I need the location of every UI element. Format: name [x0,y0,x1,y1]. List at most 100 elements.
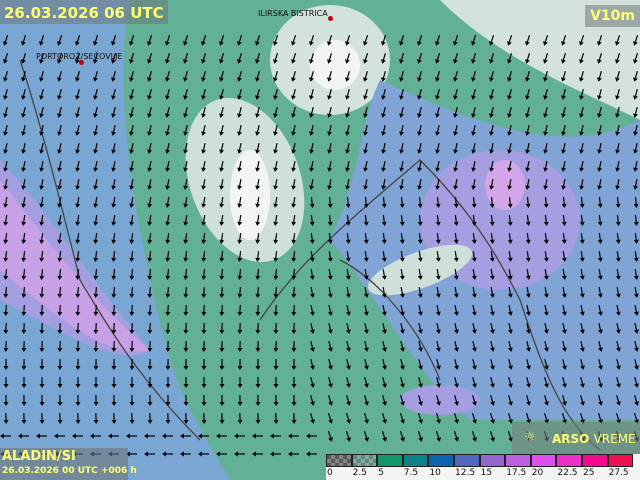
wind-arrow [75,178,81,190]
wind-arrow [633,322,639,334]
wind-arrow [345,35,351,46]
wind-arrow [382,395,387,406]
wind-arrow [255,196,261,208]
wind-arrow [21,304,27,316]
wind-arrow [309,322,315,334]
wind-arrow [111,394,117,406]
wind-arrow [363,413,369,424]
wind-arrow [57,232,63,244]
wind-arrow [237,376,243,388]
wind-arrow [21,394,27,406]
wind-arrow [21,250,27,262]
wind-arrow [237,160,243,172]
wind-arrow [75,268,81,280]
wind-arrow [345,160,351,172]
wind-arrow [75,107,80,118]
wind-arrow [417,160,423,172]
wind-arrow [615,178,621,190]
wind-arrow [165,340,171,352]
wind-arrow [381,196,387,208]
wind-arrow [147,142,153,154]
wind-arrow [183,35,189,46]
wind-arrow [544,395,549,406]
wind-arrow [273,394,279,406]
wind-arrow [579,286,585,298]
wind-arrow [615,286,621,298]
wind-arrow [507,71,512,82]
wind-arrow [237,214,243,226]
wind-arrow [255,53,261,64]
wind-arrow [201,142,207,154]
wind-arrow [39,412,45,424]
wind-arrow [508,340,513,352]
wind-arrow [489,124,494,136]
wind-arrow [291,124,296,136]
wind-arrow [39,178,45,190]
wind-arrow [57,358,63,370]
wind-arrow [57,142,63,154]
wind-arrow [507,89,512,100]
wind-arrow [147,89,152,100]
wind-arrow [543,178,549,190]
wind-arrow [21,107,26,118]
wind-arrow [597,178,603,190]
wind-arrow [183,142,189,154]
wind-arrow [111,412,117,424]
legend-tick: 25 [583,468,595,478]
wind-arrow [561,322,567,334]
wind-arrow [75,53,81,64]
wind-arrow [490,377,495,388]
wind-arrow [489,214,495,226]
wind-arrow [219,394,225,406]
wind-arrow [454,377,459,388]
wind-arrow [562,359,567,370]
wind-arrow [399,304,405,316]
wind-arrow [57,160,63,172]
wind-arrow [345,107,350,118]
wind-arrow [453,71,458,82]
wind-arrow [165,124,170,136]
wind-arrow [39,376,45,388]
wind-arrow [399,268,405,280]
wind-arrow [561,214,567,226]
wind-arrow [507,232,513,244]
wind-arrow [201,376,207,388]
wind-arrow [219,268,225,280]
wind-arrow [543,232,549,244]
wind-arrow [111,71,116,82]
wind-arrow [525,35,531,46]
wind-arrow [219,178,225,190]
wind-arrow [291,214,297,226]
wind-arrow [615,268,621,280]
city-marker [328,16,333,21]
wind-arrow [75,304,81,316]
wind-arrow [183,107,188,118]
wind-arrow [561,89,566,100]
wind-arrow [252,451,263,457]
wind-arrow [147,376,153,388]
wind-arrow [93,35,99,46]
wind-arrow [93,286,99,298]
wind-arrow [615,53,621,64]
wind-arrow [471,124,476,136]
wind-arrow [165,322,171,334]
wind-arrow [219,71,224,82]
wind-arrow [111,89,116,100]
wind-arrow [165,196,171,208]
wind-arrow [345,268,351,280]
wind-arrow [291,250,297,262]
wind-arrow [435,196,441,208]
wind-arrow [93,232,99,244]
wind-arrow [579,304,585,316]
wind-arrow [219,35,225,46]
wind-arrow [597,53,603,64]
wind-arrow [57,107,62,118]
wind-arrow [561,53,567,64]
wind-arrow [561,268,567,280]
wind-arrow [363,214,369,226]
wind-arrow [418,340,423,352]
wind-arrow [327,107,332,118]
wind-arrow [147,394,153,406]
wind-arrow [579,250,585,262]
wind-arrow [471,304,477,316]
